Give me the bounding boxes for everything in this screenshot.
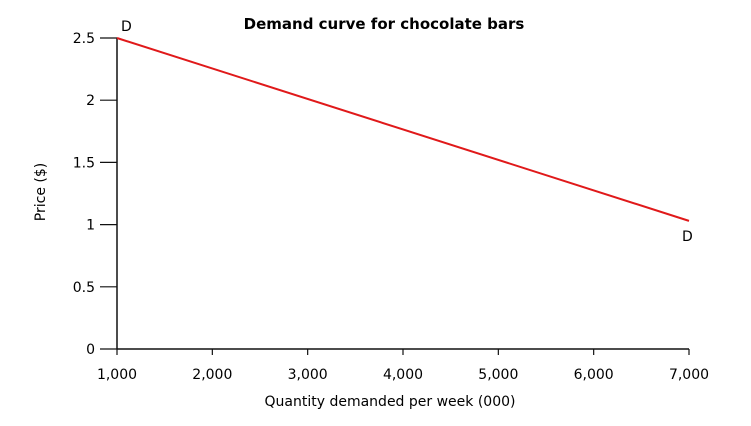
x-tick-label: 4,000	[383, 367, 423, 383]
x-axis-label: Quantity demanded per week (000)	[265, 394, 516, 410]
y-tick-label: 0	[86, 342, 95, 358]
curve-start-label: D	[121, 19, 132, 35]
y-axis-label: Price ($)	[33, 163, 49, 221]
curve-end-label: D	[682, 229, 693, 245]
x-tick-label: 1,000	[97, 367, 137, 383]
chart-title: Demand curve for chocolate bars	[244, 15, 525, 33]
y-tick-label: 2	[86, 93, 95, 109]
x-tick-label: 7,000	[669, 367, 709, 383]
series-layer: DD	[116, 19, 693, 245]
x-tick-label: 3,000	[288, 367, 328, 383]
y-tick-label: 2.5	[73, 31, 95, 47]
demand-curve-line	[116, 37, 690, 222]
y-tick-label: 1.5	[73, 155, 95, 171]
x-tick-label: 6,000	[574, 367, 614, 383]
x-tick-label: 5,000	[478, 367, 518, 383]
x-axis-ticks: 1,000 2,000 3,000 4,000 5,000 6,000 7,000	[97, 349, 709, 383]
y-tick-label: 1	[86, 218, 95, 234]
y-tick-label: 0.5	[73, 280, 95, 296]
x-tick-label: 2,000	[192, 367, 232, 383]
y-axis-ticks: 0 0.5 1 1.5 2 2.5	[73, 31, 117, 358]
